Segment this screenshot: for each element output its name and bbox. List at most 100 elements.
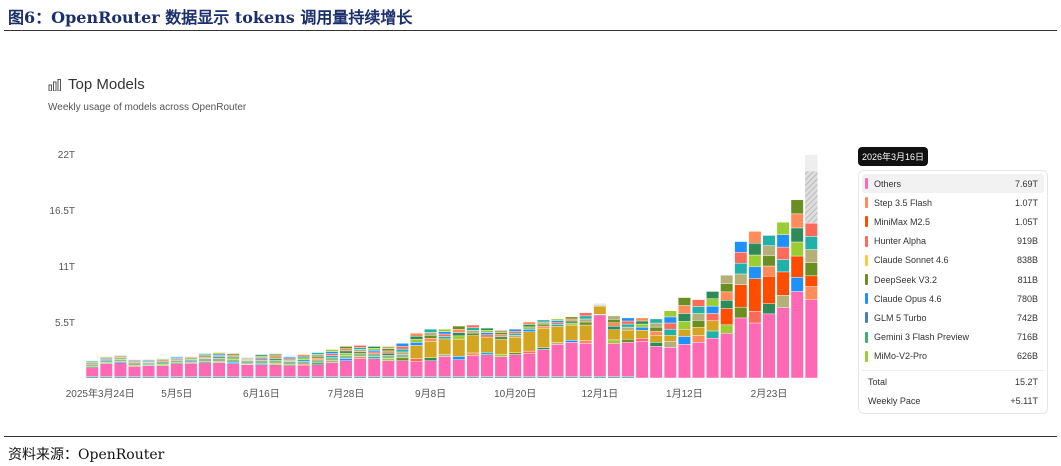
others-segment [663, 347, 677, 379]
model-name: Claude Sonnet 4.6 [874, 255, 949, 266]
leading-model-segment [381, 355, 395, 359]
model-segment [621, 317, 635, 322]
week-bar [198, 353, 212, 379]
model-segment [734, 306, 748, 319]
week-bar [254, 354, 268, 379]
leading-model-segment [254, 360, 268, 364]
leading-model-segment [790, 255, 804, 278]
model-segment [424, 335, 437, 339]
model-segment [621, 323, 635, 328]
model-segment [522, 350, 536, 354]
model-segment [706, 330, 720, 339]
tooltip-item[interactable]: Claude Sonnet 4.6 838B [862, 251, 1044, 270]
color-swatch [865, 274, 868, 286]
model-segment [311, 352, 325, 355]
model-segment [734, 273, 748, 285]
model-segment [269, 353, 282, 356]
model-segment [565, 322, 579, 326]
tooltip-item[interactable]: GLM 5 Turbo 742B [862, 308, 1044, 327]
week-bar [480, 327, 494, 379]
bar-chart-icon [48, 78, 61, 91]
model-segment [678, 321, 691, 330]
week-bar [551, 318, 564, 379]
model-segment [410, 336, 423, 340]
leading-model-segment [494, 338, 508, 355]
others-segment [297, 365, 311, 377]
divider [862, 369, 1044, 371]
model-segment [325, 355, 339, 358]
model-segment [297, 357, 311, 360]
model-segment [339, 350, 353, 354]
week-bar [579, 312, 593, 379]
model-segment [410, 339, 423, 343]
model-segment [678, 305, 691, 314]
week-bar [353, 345, 367, 379]
model-segment [776, 295, 790, 308]
model-segment [762, 245, 776, 257]
tooltip-item[interactable]: Gemini 3 Flash Preview 716B [862, 328, 1044, 347]
tooltip-item[interactable]: DeepSeek V3.2 811B [862, 270, 1044, 289]
week-bar [85, 360, 99, 379]
model-segment [128, 359, 141, 361]
leading-model-segment [649, 335, 663, 343]
model-segment [522, 326, 536, 330]
x-tick-label: 7月28日 [328, 388, 365, 400]
tooltip-item[interactable]: Others 7.69T [862, 174, 1044, 194]
model-segment [621, 339, 635, 343]
leading-model-segment [142, 362, 155, 366]
model-segment [621, 326, 635, 331]
tooltip-item[interactable]: Hunter Alpha 919B [862, 232, 1044, 251]
week-bar [325, 349, 339, 379]
week-bar [706, 291, 720, 379]
week-bar [311, 352, 325, 379]
model-segment [706, 305, 720, 314]
others-segment [466, 355, 480, 377]
model-segment [692, 299, 705, 307]
tooltip-item[interactable]: Step 3.5 Flash 1.07T [862, 193, 1044, 212]
model-segment [367, 349, 381, 353]
others-segment [424, 360, 437, 377]
model-segment [480, 327, 494, 331]
tooltip-item[interactable]: MiMo-V2-Pro 626B [862, 347, 1044, 366]
model-segment [508, 328, 522, 332]
model-segment [367, 348, 381, 351]
model-segment [480, 334, 494, 338]
model-segment [776, 234, 790, 248]
leading-model-segment [593, 305, 607, 315]
model-value: 838B [1016, 255, 1038, 266]
model-segment [325, 360, 339, 363]
week-bar [692, 299, 705, 379]
tooltip-item[interactable]: Claude Opus 4.6 780B [862, 289, 1044, 308]
source-note: 资料来源：OpenRouter [8, 447, 165, 463]
model-value: 919B [1016, 236, 1038, 247]
tooltip-item[interactable]: MiniMax M2.5 1.05T [862, 212, 1044, 231]
model-segment [579, 312, 593, 317]
model-segment [226, 353, 240, 356]
model-segment [269, 358, 282, 361]
others-segment [339, 360, 353, 377]
model-segment [156, 358, 170, 360]
leading-model-segment [410, 345, 423, 359]
others-segment [522, 353, 536, 377]
model-segment [579, 315, 593, 320]
model-segment [537, 321, 550, 325]
projected-segment [805, 171, 818, 224]
leading-model-segment [367, 353, 381, 358]
leading-model-segment [424, 341, 437, 358]
model-segment [579, 340, 593, 344]
model-segment [607, 315, 621, 320]
others-segment [269, 364, 282, 377]
others-segment [748, 322, 762, 379]
tooltip-date: 2026年3月16日 [858, 147, 929, 166]
others-segment [381, 360, 395, 377]
top-rule [4, 30, 1057, 31]
panel-header: Top Models [48, 76, 145, 93]
model-segment [762, 235, 776, 246]
others-segment [649, 346, 663, 379]
week-bar [762, 235, 776, 379]
model-segment [311, 362, 325, 365]
model-segment [198, 353, 212, 355]
leading-model-segment [325, 357, 339, 361]
others-segment [311, 364, 325, 377]
model-segment [678, 313, 691, 322]
